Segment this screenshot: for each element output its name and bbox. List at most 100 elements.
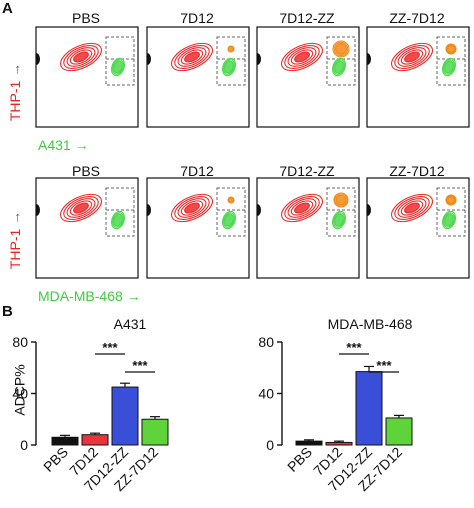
y-tick-label: 0 <box>266 437 274 453</box>
thp1-population <box>397 47 427 67</box>
thp1-population <box>400 200 424 216</box>
thp1-population <box>63 44 99 70</box>
phagocytosis-population <box>333 192 349 208</box>
target-population <box>332 210 346 230</box>
target-population <box>112 212 124 228</box>
thp1-population <box>287 47 317 67</box>
flow-plots <box>35 26 470 279</box>
gate-box <box>436 187 466 237</box>
axis-notch <box>367 53 371 65</box>
thp1-population <box>397 198 427 218</box>
phagocytosis-population <box>446 195 456 205</box>
phagocytosis-population <box>335 194 347 206</box>
thp1-population <box>400 49 424 65</box>
thp1-population <box>280 193 324 223</box>
thp1-population <box>66 198 96 218</box>
flow-plot <box>256 177 360 279</box>
x-tick-label: PBS <box>40 444 71 475</box>
target-population <box>223 59 235 75</box>
flow-plot <box>366 26 470 128</box>
gate-box <box>326 36 356 86</box>
significance-label: *** <box>346 340 362 355</box>
thp1-population <box>73 51 89 63</box>
thp1-population <box>174 44 210 70</box>
bar <box>81 434 109 446</box>
gate-box <box>436 36 466 86</box>
flow-plot-frame <box>366 177 470 279</box>
target-population <box>443 59 455 75</box>
thp1-population <box>404 202 420 214</box>
flow-title: PBS <box>71 10 100 26</box>
target-population <box>222 57 236 77</box>
flow-title: 7D12 <box>180 10 214 26</box>
thp1-population <box>280 42 324 72</box>
thp1-population <box>59 193 103 223</box>
thp1-population <box>177 47 207 67</box>
phagocytosis-population <box>446 44 456 54</box>
flow-xlabel: MDA-MB-468 → <box>38 288 141 304</box>
panel-label-a: A <box>2 0 13 17</box>
flow-plot-frame <box>35 177 139 279</box>
thp1-population <box>180 49 204 65</box>
thp1-population <box>294 51 310 63</box>
target-population <box>113 213 123 227</box>
gate-box <box>105 36 135 86</box>
flow-plot-frame <box>35 26 139 128</box>
chart-title: MDA-MB-468 <box>327 316 413 332</box>
thp1-population <box>294 202 310 214</box>
axis-notch <box>147 204 151 216</box>
phagocytosis-population <box>333 41 349 57</box>
panel-label-b: B <box>2 303 13 320</box>
target-population <box>224 60 234 74</box>
chart-title: A431 <box>113 316 147 332</box>
thp1-population <box>394 44 430 70</box>
phagocytosis-population <box>447 196 455 204</box>
y-tick-label: 0 <box>20 437 28 453</box>
flow-title: PBS <box>71 163 100 179</box>
thp1-population <box>184 51 200 63</box>
flow-plot <box>146 177 250 279</box>
target-population <box>224 213 234 227</box>
gate-box <box>216 36 246 86</box>
thp1-population <box>287 198 317 218</box>
flow-plot <box>366 177 470 279</box>
thp1-population <box>284 44 320 70</box>
target-population <box>333 59 345 75</box>
flow-plot <box>35 177 139 279</box>
y-tick-label: 40 <box>12 386 28 402</box>
target-population <box>444 213 454 227</box>
target-population <box>113 60 123 74</box>
flow-plot-frame <box>366 26 470 128</box>
bar <box>385 417 413 446</box>
axis-notch <box>147 53 151 65</box>
bar-charts: 04080PBS7D127D12-ZZZZ-7D12******04080PBS… <box>12 334 413 494</box>
axis-notch <box>257 204 261 216</box>
gate-box <box>326 187 356 237</box>
phagocytosis-population <box>334 193 348 207</box>
significance-label: *** <box>132 358 148 373</box>
target-population <box>112 59 124 75</box>
y-tick-label: 80 <box>12 334 28 350</box>
flow-plot <box>146 26 250 128</box>
flow-xlabel: A431 → <box>38 137 89 153</box>
bar <box>51 436 79 446</box>
phagocytosis-population <box>227 45 235 53</box>
flow-title: 7D12-ZZ <box>279 163 335 179</box>
phagocytosis-population <box>227 196 235 204</box>
target-population <box>333 212 345 228</box>
thp1-population <box>73 202 89 214</box>
flow-plot <box>35 26 139 128</box>
thp1-population <box>404 51 420 63</box>
flow-plot-frame <box>146 177 250 279</box>
axis-notch <box>36 204 40 216</box>
thp1-population <box>174 195 210 221</box>
flow-plot <box>256 26 360 128</box>
thp1-population <box>59 42 103 72</box>
gate-box <box>105 187 135 237</box>
flow-title: ZZ-7D12 <box>389 10 445 26</box>
thp1-population <box>66 47 96 67</box>
flow-title: 7D12-ZZ <box>279 10 335 26</box>
target-population <box>334 213 344 227</box>
target-population <box>111 210 125 230</box>
